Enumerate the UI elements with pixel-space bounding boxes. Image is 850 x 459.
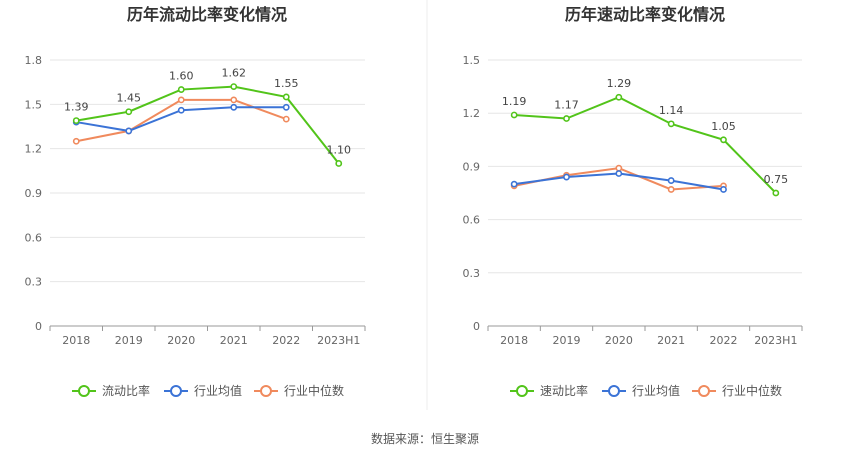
legend-label: 行业中位数: [284, 383, 344, 398]
data-point: [667, 120, 675, 128]
chart-title: 历年流动比率变化情况: [127, 5, 287, 24]
data-label: 0.75: [764, 173, 789, 186]
x-tick-label: 2020: [605, 334, 633, 347]
y-tick-label: 1.5: [463, 54, 481, 67]
legend-marker: [698, 385, 710, 397]
data-point: [72, 137, 80, 145]
data-label: 1.60: [169, 70, 194, 83]
data-label: 1.39: [64, 101, 89, 114]
data-point: [177, 96, 185, 104]
legend-label: 流动比率: [102, 383, 150, 398]
data-label: 1.10: [327, 143, 352, 156]
data-point: [615, 164, 623, 172]
y-tick-label: 0.9: [25, 187, 43, 200]
series-line: [514, 96, 777, 194]
legend-label: 速动比率: [540, 383, 588, 398]
data-label: 1.05: [711, 120, 736, 133]
charts-canvas: 历年流动比率变化情况 0 0.3 0.6 0.9 1.2 1.5 1.8 2018 2019 202…: [25, 0, 803, 410]
data-point: [125, 127, 133, 135]
data-point: [615, 170, 623, 177]
data-point: [772, 189, 780, 197]
data-point: [335, 160, 343, 167]
y-tick-label: 1.5: [25, 98, 43, 111]
data-point: [510, 111, 518, 119]
data-label: 1.62: [222, 67, 247, 80]
data-point: [720, 136, 727, 144]
y-tick-label: 1.2: [463, 107, 481, 120]
data-point: [177, 106, 185, 114]
x-tick-label: 2022: [710, 334, 738, 347]
legend-marker: [260, 385, 272, 397]
y-tick-label: 1.2: [25, 143, 43, 156]
data-point: [282, 103, 290, 111]
y-tick-label: 0.6: [463, 214, 481, 227]
x-tick-label: 2023H1: [317, 334, 360, 347]
legend-label: 行业均值: [194, 383, 242, 398]
x-tick-label: 2022: [272, 334, 300, 347]
series-line: [76, 85, 340, 165]
series-line: [76, 98, 287, 143]
data-point: [125, 108, 133, 116]
chart-title: 历年速动比率变化情况: [565, 5, 725, 24]
data-point: [230, 103, 238, 111]
y-tick-label: 0.3: [463, 267, 481, 280]
data-label: 1.29: [607, 77, 632, 90]
legend-label: 行业中位数: [722, 383, 782, 398]
data-point: [667, 186, 675, 193]
data-label: 1.55: [274, 77, 299, 90]
y-tick-label: 0.6: [25, 231, 43, 244]
data-label: 1.45: [117, 92, 142, 105]
data-point: [720, 186, 727, 193]
x-tick-label: 2018: [500, 334, 528, 347]
y-tick-label: 0: [473, 320, 480, 333]
data-point: [230, 83, 238, 90]
data-point: [230, 96, 238, 104]
x-tick-label: 2021: [657, 334, 685, 347]
x-tick-label: 2019: [115, 334, 143, 347]
data-point: [282, 115, 290, 123]
x-tick-label: 2019: [553, 334, 581, 347]
data-point: [282, 93, 290, 101]
data-point: [563, 115, 570, 122]
data-point: [177, 86, 185, 93]
data-point: [615, 93, 623, 101]
data-label: 1.14: [659, 104, 684, 117]
y-tick-label: 1.8: [25, 54, 43, 67]
legend-marker: [516, 385, 528, 397]
data-label: 1.17: [554, 99, 579, 112]
data-point: [667, 177, 675, 184]
data-label: 1.19: [502, 95, 527, 108]
data-point: [510, 180, 518, 188]
y-tick-label: 0.9: [463, 160, 481, 173]
data-point: [563, 173, 570, 181]
legend-marker: [608, 385, 620, 397]
y-tick-label: 0.3: [25, 276, 43, 289]
x-tick-label: 2020: [167, 334, 195, 347]
x-tick-label: 2018: [62, 334, 90, 347]
legend-label: 行业均值: [632, 383, 680, 398]
x-tick-label: 2021: [220, 334, 248, 347]
legend-marker: [78, 385, 90, 397]
y-tick-label: 0: [35, 320, 42, 333]
legend-marker: [170, 385, 182, 397]
x-tick-label: 2023H1: [754, 334, 797, 347]
data-point: [72, 117, 80, 124]
data-source-text: 数据来源：恒生聚源: [370, 432, 479, 446]
